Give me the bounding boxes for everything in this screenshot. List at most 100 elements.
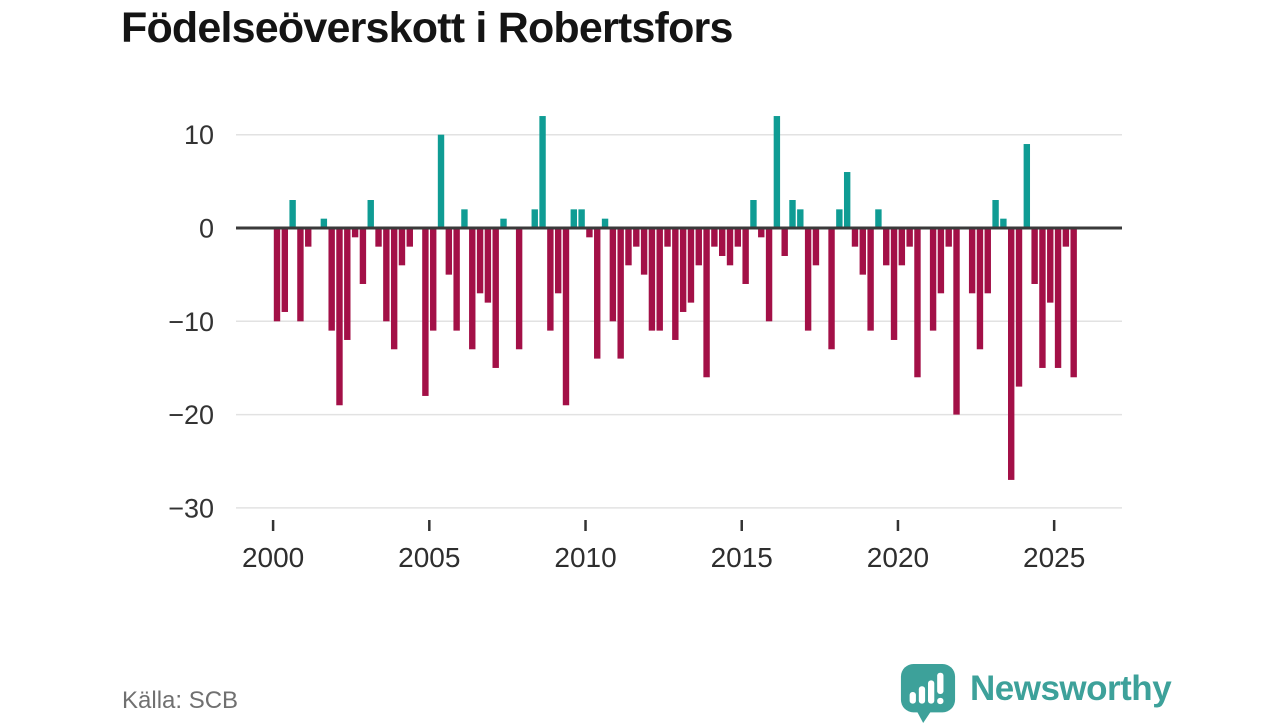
- bar-2010-Q3: [601, 218, 609, 228]
- bar-2003-Q4: [390, 228, 398, 350]
- bar-2011-Q1: [617, 228, 624, 359]
- bar-2024-Q4: [1047, 228, 1054, 303]
- bar-2009-Q2: [562, 228, 570, 406]
- bar-2011-Q3: [633, 228, 640, 247]
- bar-2023-Q3: [1008, 228, 1015, 480]
- bar-2016-Q4: [797, 209, 804, 228]
- x-tick-label-2000: 2000: [242, 542, 304, 573]
- bar-2005-Q3: [445, 228, 453, 275]
- bar-2007-Q2: [500, 218, 507, 228]
- bar-2013-Q3: [695, 228, 702, 266]
- bar-2018-Q1: [836, 209, 843, 228]
- bar-2019-Q1: [867, 228, 874, 331]
- bar-2002-Q3: [351, 228, 359, 238]
- bar-2016-Q2: [781, 228, 788, 256]
- bar-2021-Q3: [945, 228, 952, 247]
- y-axis-labels: 10 0 −10 −20 −30: [168, 120, 214, 523]
- bar-2015-Q3: [758, 228, 765, 238]
- bar-2014-Q1: [711, 228, 718, 247]
- bar-2011-Q2: [625, 228, 632, 266]
- newsworthy-wordmark: Newsworthy: [970, 668, 1172, 708]
- bars-group: [273, 116, 1077, 480]
- bar-2020-Q2: [906, 228, 913, 247]
- bar-2022-Q4: [984, 228, 991, 294]
- bar-2009-Q4: [578, 209, 585, 228]
- bar-2022-Q3: [976, 228, 984, 350]
- bar-2001-Q3: [320, 218, 328, 228]
- x-tick-label-2015: 2015: [711, 542, 773, 573]
- bar-2012-Q2: [656, 228, 663, 331]
- bar-2018-Q2: [843, 172, 851, 228]
- bar-2021-Q1: [929, 228, 937, 331]
- bar-2000-Q3: [289, 200, 296, 228]
- bar-2017-Q1: [804, 228, 812, 331]
- bar-2015-Q2: [750, 200, 757, 228]
- chart-title: Födelseöverskott i Robertsfors: [121, 4, 733, 52]
- bar-2023-Q1: [992, 200, 999, 228]
- bar-2005-Q4: [453, 228, 460, 331]
- bar-2024-Q3: [1039, 228, 1046, 368]
- bar-2017-Q2: [812, 228, 820, 266]
- bar-2013-Q1: [679, 228, 687, 312]
- bar-2024-Q2: [1031, 228, 1038, 284]
- bar-2000-Q2: [281, 228, 289, 312]
- bar-2010-Q4: [609, 228, 617, 322]
- y-tick-label-0: 0: [199, 214, 214, 244]
- bar-2006-Q4: [484, 228, 492, 303]
- bar-2024-Q1: [1023, 144, 1031, 228]
- bar-2001-Q1: [305, 228, 312, 247]
- bar-2013-Q4: [703, 228, 710, 378]
- bar-2005-Q2: [437, 134, 445, 228]
- bar-2008-Q3: [539, 116, 546, 228]
- bar-2016-Q1: [773, 116, 781, 228]
- newsworthy-logo-icon: [900, 664, 956, 723]
- bar-2025-Q2: [1062, 228, 1070, 247]
- birth-surplus-bar-chart: 10 0 −10 −20 −30 2000 2005 2010 2015 2020 2025: [168, 116, 1122, 573]
- bar-2025-Q1: [1054, 228, 1062, 368]
- bar-2005-Q1: [430, 228, 437, 331]
- y-tick-label--10: −10: [168, 307, 214, 337]
- bar-2015-Q1: [742, 228, 749, 284]
- bar-2010-Q2: [594, 228, 601, 359]
- bar-2001-Q4: [328, 228, 335, 331]
- bar-2004-Q2: [406, 228, 413, 247]
- bar-2020-Q3: [914, 228, 921, 378]
- bar-2022-Q2: [968, 228, 976, 294]
- bar-2003-Q3: [383, 228, 390, 322]
- bar-2020-Q1: [898, 228, 906, 266]
- bar-2009-Q1: [554, 228, 562, 294]
- bar-2019-Q2: [875, 209, 882, 228]
- bar-2000-Q1: [273, 228, 281, 322]
- bar-2014-Q2: [719, 228, 726, 256]
- bar-2003-Q2: [375, 228, 382, 247]
- bar-2018-Q4: [859, 228, 866, 275]
- bar-2006-Q1: [461, 209, 468, 228]
- bar-2003-Q1: [367, 200, 374, 228]
- x-tick-label-2020: 2020: [867, 542, 929, 573]
- bar-2008-Q4: [547, 228, 554, 331]
- bar-2009-Q3: [570, 209, 577, 228]
- bar-2011-Q4: [640, 228, 648, 275]
- bar-2012-Q3: [664, 228, 671, 247]
- bar-2023-Q2: [1000, 218, 1007, 228]
- bar-2018-Q3: [851, 228, 859, 247]
- bar-2014-Q3: [726, 228, 734, 266]
- bar-2004-Q4: [422, 228, 429, 396]
- bar-2015-Q4: [765, 228, 773, 322]
- bar-2019-Q3: [883, 228, 890, 266]
- x-tick-label-2005: 2005: [398, 542, 460, 573]
- bar-2002-Q2: [344, 228, 351, 340]
- x-tick-label-2010: 2010: [554, 542, 616, 573]
- bar-2016-Q3: [789, 200, 796, 228]
- bar-2012-Q1: [648, 228, 656, 331]
- bar-2012-Q4: [672, 228, 679, 340]
- bar-2000-Q4: [297, 228, 304, 322]
- newsworthy-logo: Newsworthy: [899, 662, 1172, 724]
- y-gridlines: [236, 133, 1122, 509]
- bar-2013-Q2: [687, 228, 695, 303]
- bar-2002-Q4: [359, 228, 367, 284]
- bar-2017-Q4: [828, 228, 835, 350]
- bar-2025-Q3: [1070, 228, 1077, 378]
- bar-2006-Q3: [476, 228, 484, 294]
- bar-2008-Q2: [531, 209, 538, 228]
